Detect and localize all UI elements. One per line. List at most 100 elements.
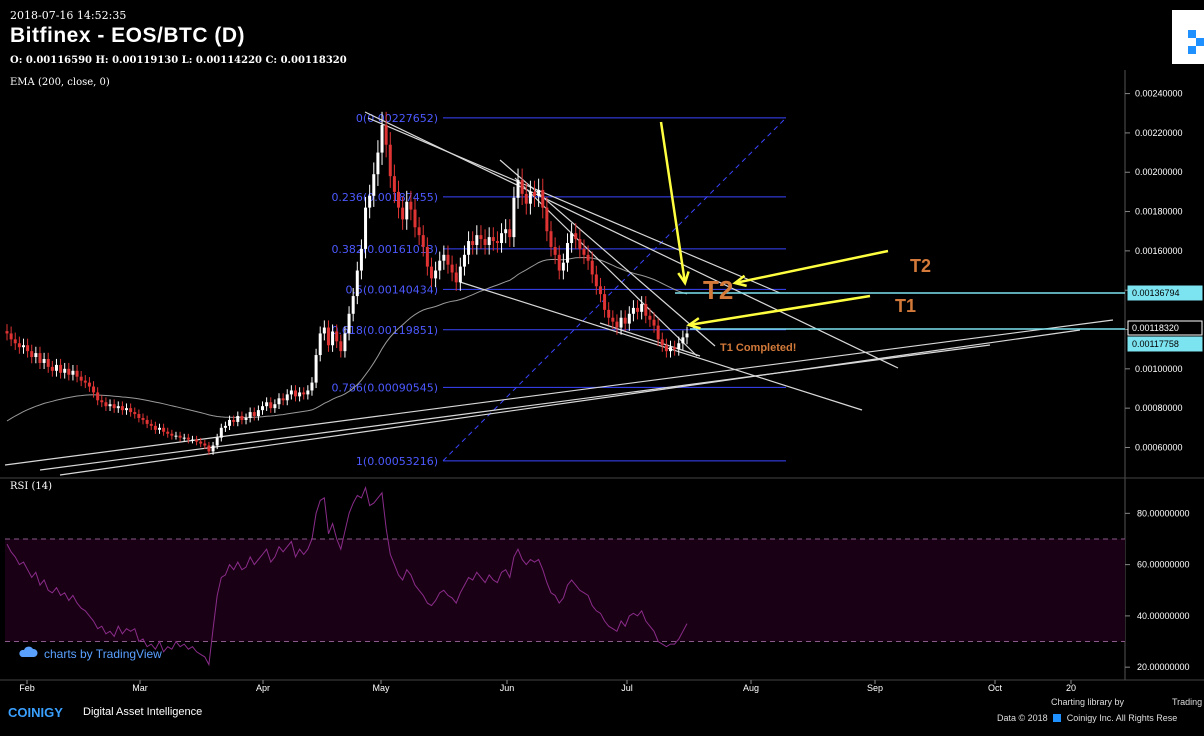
candle-body <box>549 231 553 247</box>
rsi-tick-label: 80.00000000 <box>1137 508 1190 518</box>
candle-body <box>112 404 116 409</box>
candle-body <box>17 343 21 348</box>
candle-body <box>92 386 96 393</box>
candle-body <box>603 294 607 310</box>
candle-body <box>9 333 13 340</box>
timestamp: 2018-07-16 14:52:35 <box>10 9 127 22</box>
fib-label-2: 0.382(0.00161013) <box>331 243 438 256</box>
tradingview-watermark[interactable]: charts by TradingView <box>18 646 162 661</box>
arrow-t2-head <box>732 274 747 288</box>
candle-body <box>223 425 227 428</box>
price-tick-label: 0.00060000 <box>1135 442 1183 452</box>
rsi-tick-label: 60.00000000 <box>1137 560 1190 570</box>
coinigy-tagline: Digital Asset Intelligence <box>83 706 203 718</box>
candle-body <box>541 189 545 208</box>
coinigy-brand: COINIGY <box>8 705 63 720</box>
candle-body <box>458 266 462 283</box>
candle-body <box>467 241 471 255</box>
candle-body <box>182 437 186 439</box>
price-label: 0.00117758 <box>1132 339 1179 349</box>
candle-body <box>413 209 417 228</box>
candle-body <box>265 402 269 407</box>
candle-body <box>153 425 157 430</box>
candle-body <box>421 235 425 247</box>
candle-body <box>528 191 532 204</box>
trend-line-8 <box>599 322 701 357</box>
candle-body <box>401 207 405 220</box>
candle-body <box>537 189 541 196</box>
price-label-box <box>1127 320 1203 336</box>
candle-body <box>104 402 108 407</box>
candle-body <box>219 427 223 438</box>
candle-body <box>636 307 640 312</box>
data-copyright-text: Data © 2018 <box>997 713 1048 723</box>
candle-body <box>30 351 34 358</box>
candle-body <box>677 343 681 350</box>
candle-body <box>248 412 252 418</box>
trend-line-6 <box>514 177 698 357</box>
candle-body <box>405 201 409 220</box>
candle-body <box>388 144 392 177</box>
candle-body <box>553 246 557 255</box>
candle-body <box>170 433 174 436</box>
candle-body <box>607 309 611 318</box>
candle-body <box>215 437 219 446</box>
candle-body <box>50 366 54 371</box>
candle-body <box>524 193 528 204</box>
candle-body <box>570 233 574 244</box>
candle-body <box>302 392 306 395</box>
annotation-t1: T1 <box>895 296 916 316</box>
candle-body <box>211 445 215 452</box>
candle-body <box>273 404 277 409</box>
watermark-text: charts by TradingView <box>44 646 162 661</box>
candle-body <box>96 392 100 401</box>
candle-body <box>355 270 359 297</box>
price-tick-label: 0.00160000 <box>1135 246 1183 256</box>
price-tick-label: 0.00240000 <box>1135 89 1183 99</box>
candle-body <box>487 237 491 245</box>
candle-body <box>71 370 75 375</box>
candle-body <box>384 125 388 145</box>
candle-body <box>594 274 598 287</box>
arrow-t1 <box>688 294 871 327</box>
candle-body <box>256 410 260 417</box>
candle-body <box>545 207 549 232</box>
candle-body <box>557 254 561 271</box>
candle-body <box>376 152 380 175</box>
price-label: 0.00118320 <box>1132 323 1179 333</box>
candle-body <box>425 246 429 267</box>
arrow-t2 <box>734 249 889 285</box>
candle-body <box>483 239 487 245</box>
candle-body <box>166 431 170 434</box>
candle-body <box>673 347 677 350</box>
candle-body <box>582 248 586 255</box>
price-tick-label: 0.00180000 <box>1135 207 1183 217</box>
candle-body <box>157 427 161 430</box>
candle-body <box>306 390 310 395</box>
candle-body <box>434 270 438 279</box>
candle-body <box>83 380 87 383</box>
candle-body <box>664 345 668 352</box>
candle-body <box>186 437 190 440</box>
data-copyright: Data © 2018 Coinigy Inc. All Rights Rese <box>997 713 1177 723</box>
candle-body <box>578 239 582 249</box>
rsi-indicator-label[interactable]: RSI (14) <box>10 481 53 492</box>
time-tick-label: 20 <box>1066 683 1076 693</box>
fib-label-1: 0.236(0.00187455) <box>331 191 438 204</box>
candle-body <box>322 327 326 334</box>
candle-body <box>392 176 396 192</box>
rsi-line <box>6 486 688 667</box>
candle-body <box>298 392 302 397</box>
candle-body <box>285 394 289 401</box>
candle-body <box>479 235 483 240</box>
candle-body <box>261 406 265 411</box>
candle-body <box>598 286 602 295</box>
ema-indicator-label[interactable]: EMA (200, close, 0) <box>10 77 110 88</box>
candle-body <box>331 331 335 346</box>
trend-line-4 <box>367 117 781 294</box>
candle-body <box>397 191 401 208</box>
candle-body <box>199 441 203 444</box>
candle-body <box>590 260 594 275</box>
candle-body <box>120 406 124 411</box>
candle-body <box>611 317 615 322</box>
